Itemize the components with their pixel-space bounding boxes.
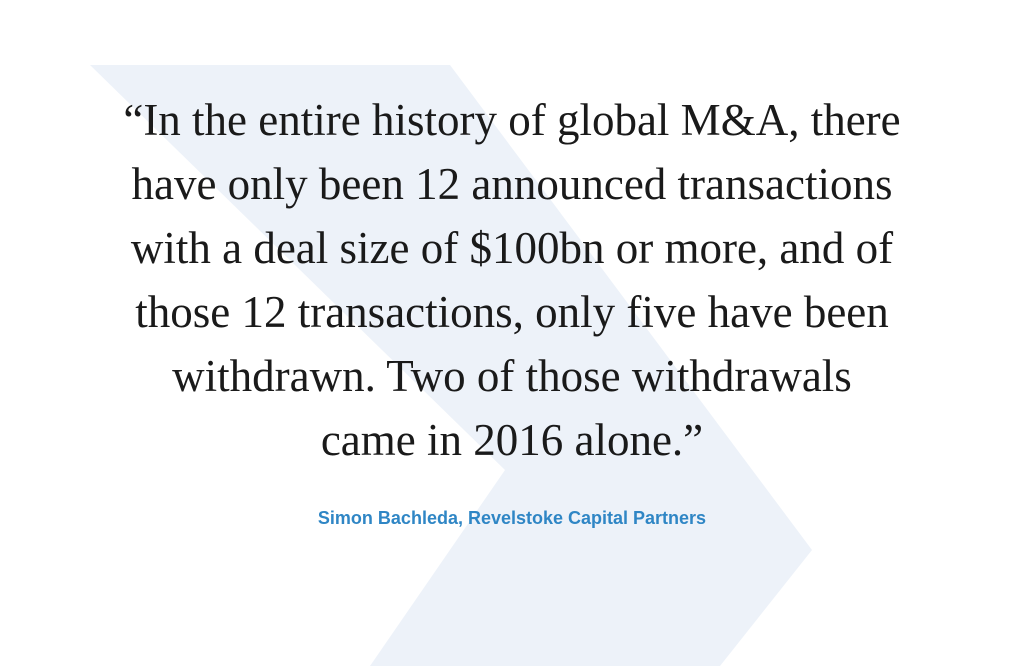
chevron <box>90 65 812 666</box>
quote-line: with a deal size of $100bn or more, and … <box>130 223 894 273</box>
quote-line: withdrawn. Two of those withdrawals <box>172 351 852 401</box>
quote-line: have only been 12 announced transactions <box>131 159 893 209</box>
attribution: Simon Bachleda, Revelstoke Capital Partn… <box>317 508 707 528</box>
quote-line: “In the entire history of global M&A, th… <box>123 95 901 145</box>
pull-quote: “In the entire history of global M&A, th… <box>40 88 984 472</box>
quote-line: those 12 transactions, only five have be… <box>135 287 889 337</box>
quote-line: came in 2016 alone.” <box>320 415 704 465</box>
